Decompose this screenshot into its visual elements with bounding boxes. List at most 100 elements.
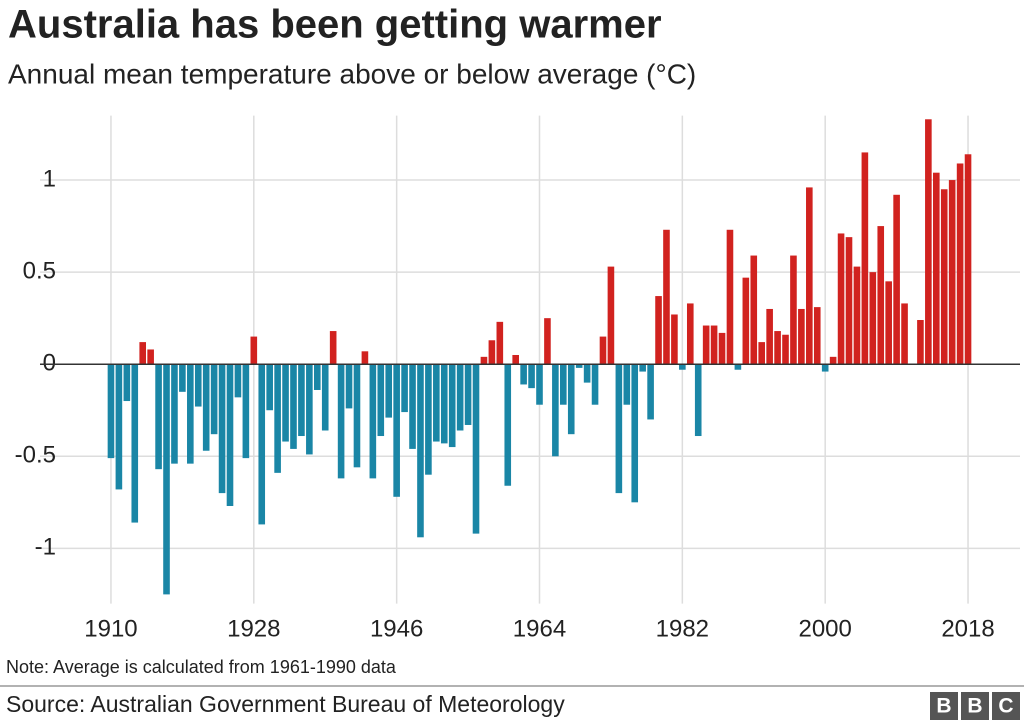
bar	[313, 364, 321, 390]
bar	[361, 351, 369, 365]
bar	[925, 119, 932, 365]
bar	[520, 364, 527, 385]
bar	[821, 364, 829, 372]
bar	[806, 187, 813, 365]
bar	[813, 307, 821, 365]
bar	[877, 226, 885, 365]
bar	[409, 364, 416, 449]
bar	[496, 321, 504, 365]
bar	[790, 255, 797, 365]
x-tick-label: 2000	[798, 615, 851, 642]
bar	[726, 229, 734, 365]
bar	[798, 308, 805, 365]
bar	[512, 354, 519, 365]
x-tick-label: 1928	[227, 615, 280, 642]
bar	[567, 364, 575, 435]
bar	[377, 364, 385, 437]
bar	[940, 189, 948, 365]
bar	[932, 172, 940, 365]
bar	[893, 194, 900, 365]
bar	[194, 364, 202, 407]
logo-box	[930, 692, 958, 720]
bar	[107, 364, 115, 459]
bar	[655, 296, 662, 365]
bar	[282, 364, 289, 442]
bar	[242, 364, 250, 459]
x-tick-label: 1982	[656, 615, 709, 642]
chart-title: Australia has been getting warmer	[8, 3, 662, 47]
logo-box	[961, 692, 989, 720]
bar	[218, 364, 226, 494]
bar	[647, 364, 654, 420]
bar	[425, 364, 432, 475]
bar	[353, 364, 361, 468]
bar	[853, 266, 861, 365]
bar	[504, 364, 512, 486]
bar	[575, 364, 583, 368]
bar	[964, 154, 972, 365]
bar	[869, 272, 877, 365]
bar	[758, 342, 766, 365]
bar	[885, 281, 892, 365]
bar	[234, 364, 242, 398]
bar	[560, 364, 567, 405]
bar	[123, 364, 131, 402]
bar	[131, 364, 139, 523]
note: Note: Average is calculated from 1961-19…	[6, 657, 397, 677]
bar	[480, 356, 488, 365]
bar	[694, 364, 702, 437]
bar	[456, 364, 464, 431]
bar	[544, 318, 551, 365]
bar	[179, 364, 186, 392]
bar	[901, 303, 908, 365]
bar	[829, 356, 837, 365]
bar	[385, 364, 393, 418]
bar	[298, 364, 305, 437]
bar	[187, 364, 194, 464]
bar	[417, 364, 424, 538]
bar	[306, 364, 313, 455]
chart-subtitle: Annual mean temperature above or below a…	[8, 58, 696, 89]
x-tick-label: 1946	[370, 615, 423, 642]
bar	[266, 364, 273, 411]
y-tick-label: -1	[35, 534, 56, 561]
bar	[615, 364, 623, 494]
x-tick-label: 2018	[941, 615, 994, 642]
bar	[956, 163, 964, 365]
bar	[734, 364, 742, 370]
y-tick-label: 1	[43, 165, 56, 192]
bar	[433, 364, 440, 442]
bar	[782, 334, 789, 365]
bar	[631, 364, 639, 503]
bar	[766, 308, 773, 365]
bar	[679, 364, 686, 370]
bar	[583, 364, 591, 383]
bar	[488, 340, 496, 365]
bar	[401, 364, 408, 413]
bar	[202, 364, 210, 451]
bar	[861, 152, 869, 365]
x-tick-label: 1964	[513, 615, 566, 642]
bar	[591, 364, 599, 405]
bar	[742, 277, 750, 365]
bar	[155, 364, 162, 470]
bar	[686, 303, 694, 365]
bar	[321, 364, 329, 431]
bar	[274, 364, 281, 473]
logo-box	[992, 692, 1020, 720]
logo-letter: B	[936, 695, 951, 718]
bar	[774, 331, 781, 365]
bar	[250, 336, 258, 365]
logo-letter: C	[998, 695, 1013, 718]
bar	[639, 364, 646, 372]
bar	[623, 364, 631, 405]
bar	[226, 364, 234, 506]
y-tick-label: -0.5	[15, 442, 56, 469]
bar	[528, 364, 535, 389]
bar	[290, 364, 297, 449]
y-tick-label: 0	[43, 350, 56, 377]
bar	[845, 237, 853, 365]
bar	[552, 364, 559, 457]
bar	[663, 229, 670, 365]
